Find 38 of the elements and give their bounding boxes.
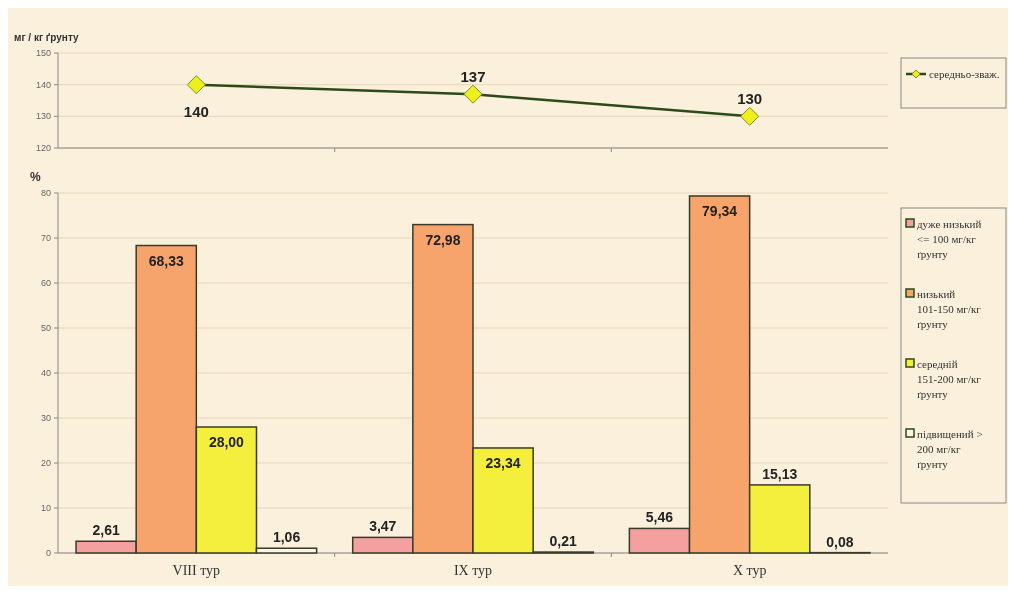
y-axis-title: % <box>30 170 41 184</box>
legend-label: низький 101-150 мг/кг ґрунту <box>917 288 982 330</box>
y-axis-title: мг / кг ґрунту <box>14 32 80 43</box>
data-label: 79,34 <box>702 202 738 219</box>
y-tick-label: 140 <box>35 79 51 90</box>
data-label: 28,00 <box>208 434 245 450</box>
data-label: 15,13 <box>762 465 798 482</box>
y-tick-label: 30 <box>40 413 51 423</box>
x-tick-label: IX тур <box>453 563 493 578</box>
y-tick-label: 70 <box>40 233 51 243</box>
y-tick-label: 0 <box>45 548 51 558</box>
data-label: 2,61 <box>92 522 120 539</box>
data-label: 5,46 <box>645 509 674 526</box>
data-label: 3,47 <box>369 518 397 535</box>
data-label: 140 <box>183 102 209 120</box>
legend-label: підвищений > 200 мг/кг ґрунту <box>917 428 983 470</box>
y-tick-label: 60 <box>40 278 51 288</box>
y-tick-label: 50 <box>40 323 51 333</box>
legend-label: дуже низький <= 100 мг/кг ґрунту <box>917 218 982 260</box>
legend-label: середньо-зваж. <box>929 68 1000 80</box>
data-label: 137 <box>460 68 486 86</box>
data-label: 130 <box>737 90 763 108</box>
data-label: 23,34 <box>485 454 521 471</box>
data-label: 72,98 <box>425 231 461 248</box>
y-tick-label: 40 <box>40 368 51 378</box>
data-label: 1,06 <box>272 529 301 546</box>
y-tick-label: 150 <box>35 48 51 58</box>
x-tick-label: VIII тур <box>172 563 221 578</box>
y-tick-label: 130 <box>35 111 51 122</box>
data-label: 0,21 <box>549 533 578 550</box>
y-tick-label: 120 <box>35 143 51 153</box>
data-label: 68,33 <box>148 252 184 269</box>
data-label: 0,08 <box>826 533 854 550</box>
legend-label: середній 151-200 мг/кг ґрунту <box>917 358 982 400</box>
y-tick-label: 10 <box>40 503 51 513</box>
y-tick-label: 80 <box>40 188 51 198</box>
x-tick-label: X тур <box>732 563 767 578</box>
y-tick-label: 20 <box>40 458 51 468</box>
